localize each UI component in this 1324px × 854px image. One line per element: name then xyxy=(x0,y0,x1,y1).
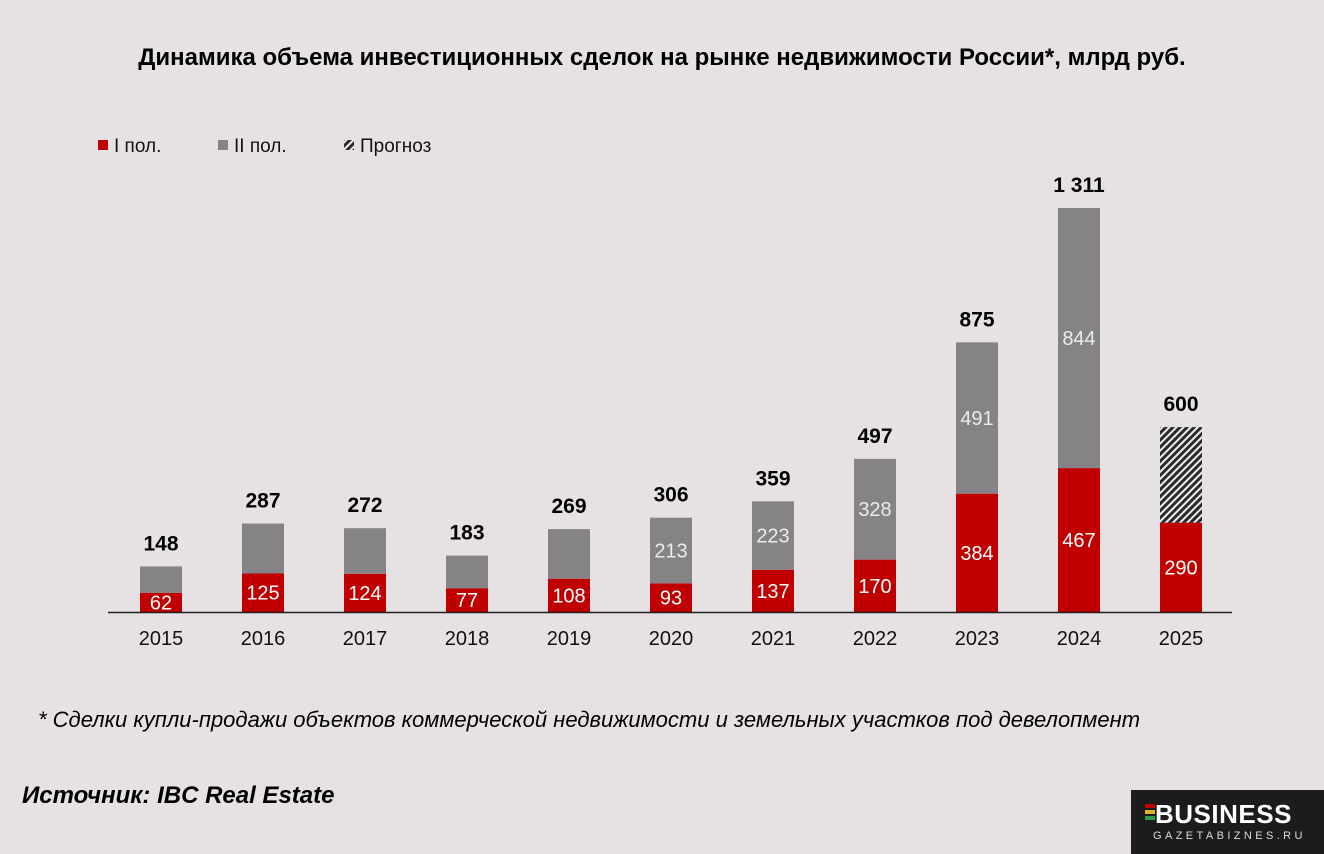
bar-h1-2023 xyxy=(956,493,998,612)
bar-h1-2022 xyxy=(854,559,896,612)
label-h1-2022: 170 xyxy=(858,576,891,598)
bar-chart: I пол. II пол. Прогноз 62 148 2015 125 287 2016… xyxy=(98,136,1232,650)
x-tick-2016: 2016 xyxy=(241,628,286,650)
bar-h1-2016 xyxy=(242,573,284,612)
label-h1-2015: 62 xyxy=(150,592,172,614)
total-label-2018: 183 xyxy=(449,522,484,545)
label-h1-2023: 384 xyxy=(960,543,993,565)
logo-stripe-red xyxy=(1145,804,1155,808)
chart-legend: I пол. II пол. Прогноз xyxy=(98,136,431,157)
total-label-2023: 875 xyxy=(959,308,994,331)
bar-h2-2020 xyxy=(650,517,692,584)
label-h1-2016: 125 xyxy=(246,583,279,605)
label-h1-2017: 124 xyxy=(348,583,381,605)
logo-sub-text: GAZETABIZNES.RU xyxy=(1153,830,1306,842)
bar-h2-2024 xyxy=(1058,208,1100,469)
labels-group: 62 148 2015 125 287 2016 124 272 2017 77 183 2018 10… xyxy=(139,174,1204,650)
bar-h2-2018 xyxy=(446,555,488,589)
x-tick-2019: 2019 xyxy=(547,628,592,650)
legend-swatch-0 xyxy=(98,140,108,150)
bar-h2-2017 xyxy=(344,528,386,574)
label-h1-2020: 93 xyxy=(660,588,682,610)
x-tick-2025: 2025 xyxy=(1159,628,1204,650)
x-tick-2024: 2024 xyxy=(1057,628,1102,650)
logo-mark-icon xyxy=(1145,804,1155,822)
total-label-2017: 272 xyxy=(347,494,382,517)
bar-h1-2024 xyxy=(1058,468,1100,612)
bar-h1-2019 xyxy=(548,578,590,612)
label-h2-2023: 491 xyxy=(960,408,993,430)
total-label-2019: 269 xyxy=(551,495,586,518)
label-h1-2021: 137 xyxy=(756,581,789,603)
total-label-2016: 287 xyxy=(245,490,280,513)
x-tick-2020: 2020 xyxy=(649,628,694,650)
chart-title: Динамика объема инвестиционных сделок на… xyxy=(138,44,1186,71)
label-h2-2022: 328 xyxy=(858,499,891,521)
label-h2-2020: 213 xyxy=(654,541,687,563)
logo-main-text: BUSINESS xyxy=(1155,799,1292,829)
bar-h2-2022 xyxy=(854,458,896,560)
legend-swatch-1 xyxy=(218,140,228,150)
bar-h2-2021 xyxy=(752,501,794,570)
footnote: * Сделки купли-продажи объектов коммерче… xyxy=(38,707,1141,732)
bar-h2-2019 xyxy=(548,529,590,579)
bar-h1-2017 xyxy=(344,573,386,612)
total-label-2020: 306 xyxy=(653,484,688,507)
label-h2-2021: 223 xyxy=(756,526,789,548)
bar-h1-2018 xyxy=(446,588,488,612)
x-tick-2023: 2023 xyxy=(955,628,1000,650)
bar-h1-2021 xyxy=(752,569,794,612)
label-h1-2018: 77 xyxy=(456,590,478,612)
logo-stripe-yellow xyxy=(1145,810,1155,814)
total-label-2024: 1 311 xyxy=(1053,174,1105,197)
bar-forecast-2025 xyxy=(1160,427,1202,523)
label-h1-2025: 290 xyxy=(1164,557,1197,579)
bar-h1-2020 xyxy=(650,583,692,612)
total-label-2025: 600 xyxy=(1163,393,1198,416)
total-label-2022: 497 xyxy=(857,425,892,448)
logo-stripe-green xyxy=(1145,816,1155,820)
business-logo[interactable]: BUSINESS GAZETABIZNES.RU xyxy=(1131,790,1324,854)
legend-swatch-2 xyxy=(344,140,354,150)
total-label-2015: 148 xyxy=(143,532,178,555)
bar-h2-2015 xyxy=(140,566,182,593)
x-tick-2022: 2022 xyxy=(853,628,898,650)
bar-h2-2023 xyxy=(956,342,998,494)
bar-h1-2015 xyxy=(140,592,182,612)
bar-h1-2025 xyxy=(1160,522,1202,612)
bar-h2-2016 xyxy=(242,523,284,574)
legend-label-0: I пол. xyxy=(114,136,161,157)
bars-group xyxy=(140,208,1202,612)
label-h1-2024: 467 xyxy=(1062,530,1095,552)
x-tick-2015: 2015 xyxy=(139,628,184,650)
x-tick-2017: 2017 xyxy=(343,628,388,650)
legend-label-2: Прогноз xyxy=(360,136,431,157)
label-h2-2024: 844 xyxy=(1062,328,1095,350)
label-h1-2019: 108 xyxy=(552,585,585,607)
total-label-2021: 359 xyxy=(755,467,790,490)
x-tick-2018: 2018 xyxy=(445,628,490,650)
legend-label-1: II пол. xyxy=(234,136,287,157)
x-tick-2021: 2021 xyxy=(751,628,796,650)
source-note: Источник: IBC Real Estate xyxy=(22,782,335,809)
